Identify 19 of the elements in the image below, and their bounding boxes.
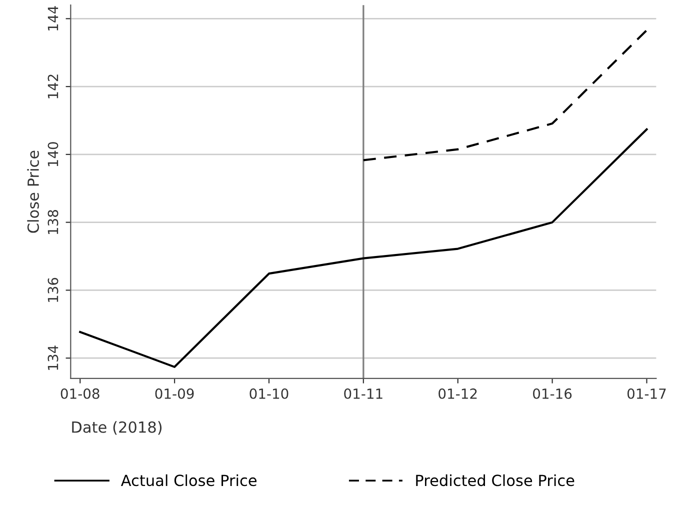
x-tick-label: 01-09 (155, 388, 194, 399)
legend-label: Predicted Close Price (416, 474, 574, 486)
legend-label: Actual Close Price (120, 474, 256, 486)
y-tick-label: 138 (48, 210, 58, 234)
x-tick-label: 01-10 (250, 388, 288, 399)
y-axis-title: Close Price (27, 150, 39, 233)
x-tick-label: 01-17 (627, 388, 666, 399)
x-axis-title: Date (2018) (72, 421, 162, 435)
y-tick-label: 140 (48, 142, 58, 166)
x-tick-label: 01-08 (60, 388, 100, 399)
y-tick-label: 134 (48, 346, 58, 370)
x-tick-label: 01-16 (533, 388, 572, 399)
x-tick-label: 01-12 (438, 388, 477, 399)
y-tick-label: 136 (48, 278, 58, 302)
y-tick-label: 144 (48, 6, 58, 30)
x-tick-label: 01-11 (344, 388, 382, 399)
line-series (79, 128, 648, 368)
y-tick-label: 142 (48, 74, 58, 98)
line-series (362, 29, 648, 162)
